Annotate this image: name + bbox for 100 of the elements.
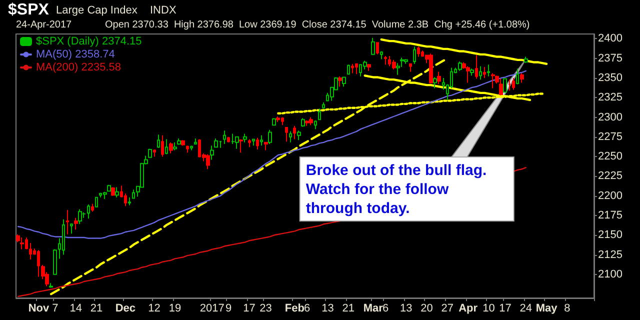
x-tick-label: 10: [482, 302, 495, 314]
candlestick: [491, 72, 495, 89]
line-series: [380, 38, 548, 65]
candlestick: [243, 133, 247, 143]
candlestick: [297, 130, 301, 141]
candlestick: [206, 154, 210, 170]
candlestick: [285, 127, 288, 142]
candlestick: [20, 237, 24, 250]
y-tick-label: 2225: [598, 170, 622, 182]
y-tick-label: 2275: [598, 130, 622, 143]
candlestick: [371, 37, 375, 55]
candlestick: [503, 78, 507, 93]
candlestick: [29, 242, 32, 260]
x-tick-label: 13: [322, 302, 334, 314]
candlestick: [210, 145, 214, 160]
y-tick-label: 2325: [598, 92, 622, 104]
x-tick-label: 24: [520, 302, 532, 314]
legend-label: MA(200) 2235.58: [36, 62, 121, 74]
chart-subtitle: Large Cap Index: [56, 4, 138, 16]
candlestick: [429, 53, 433, 84]
candlestick: [433, 76, 437, 89]
x-tick-label: 19: [168, 302, 182, 314]
candlestick: [74, 217, 78, 230]
candlestick: [516, 68, 519, 85]
y-tick-label: 2200: [598, 190, 622, 202]
candlestick: [111, 186, 115, 196]
x-tick-label: Apr: [458, 302, 478, 314]
candlestick: [157, 134, 160, 148]
candlestick: [87, 204, 90, 220]
candlestick: [417, 46, 420, 58]
candlestick: [376, 42, 379, 55]
x-tick-label: May: [536, 302, 558, 314]
candlestick: [91, 203, 94, 212]
candlestick: [177, 138, 181, 146]
y-tick-label: 2125: [598, 248, 622, 261]
candlestick: [78, 208, 82, 225]
y-tick-label: 2350: [598, 72, 622, 84]
y-tick-label: 2250: [598, 150, 622, 163]
candlestick: [289, 130, 292, 143]
candlestick: [404, 58, 408, 64]
candlestick: [347, 64, 350, 75]
candlestick: [508, 79, 511, 92]
candlestick: [322, 102, 325, 110]
legend-label: MA(50) 2358.74: [36, 48, 115, 60]
x-tick-label: 2017: [200, 302, 224, 314]
candlestick: [318, 108, 321, 120]
candlestick: [458, 61, 462, 72]
candlestick: [256, 137, 259, 150]
x-tick-label: Dec: [115, 302, 136, 314]
candlestick: [103, 191, 107, 200]
y-tick-label: 2150: [598, 229, 622, 242]
candlestick: [272, 118, 276, 126]
candlestick: [252, 138, 255, 146]
candlestick: [260, 134, 263, 146]
x-tick-label: 21: [342, 302, 354, 314]
text: INDX: [150, 4, 177, 16]
legend-label: $SPX (Daily) 2374.15: [36, 36, 142, 48]
x-tick-label: 17: [499, 302, 512, 314]
candlestick: [392, 59, 396, 70]
chart-title: $SPX: [8, 2, 50, 18]
x-tick-label: Nov: [28, 302, 50, 314]
candlestick: [148, 148, 152, 158]
candlestick: [239, 138, 243, 154]
candlestick: [413, 46, 416, 64]
annotation: Broke out of the bull flag. Watch for the follow through today.: [306, 162, 487, 218]
x-tick-label: 13: [400, 302, 412, 314]
y-tick-label: 2175: [598, 210, 622, 222]
y-tick-label: 2100: [598, 268, 622, 280]
candlestick: [314, 120, 317, 130]
candlestick: [338, 76, 342, 88]
candlestick: [268, 129, 272, 144]
candlestick: [161, 134, 164, 158]
x-tick-label: 23: [260, 302, 272, 314]
candlestick: [194, 138, 197, 144]
x-tick-label: Feb: [284, 302, 305, 314]
candlestick: [305, 120, 309, 126]
candlestick: [487, 64, 490, 77]
candlestick: [384, 56, 387, 66]
candlestick: [470, 68, 474, 76]
candlestick: [248, 138, 251, 148]
candlestick: [66, 210, 69, 235]
x-tick-label: 6: [382, 302, 389, 314]
candlestick: [181, 140, 185, 146]
candlestick: [351, 63, 354, 74]
x-tick-label: 21: [90, 302, 103, 314]
candlestick: [475, 54, 478, 80]
candlestick: [70, 222, 73, 234]
y-tick-label: 2400: [598, 32, 622, 45]
candlestick: [49, 282, 53, 288]
x-tick-label: 9: [226, 302, 232, 314]
candlestick: [223, 130, 226, 144]
candlestick: [190, 145, 193, 151]
text: 24-Apr-2017: [16, 20, 72, 30]
candlestick: [524, 56, 528, 64]
candlestick: [169, 142, 173, 154]
candlestick: [483, 66, 486, 78]
candlestick: [512, 78, 515, 90]
candlestick: [264, 142, 268, 151]
x-tick-label: 27: [441, 302, 454, 314]
x-tick-label: 12: [148, 302, 160, 314]
